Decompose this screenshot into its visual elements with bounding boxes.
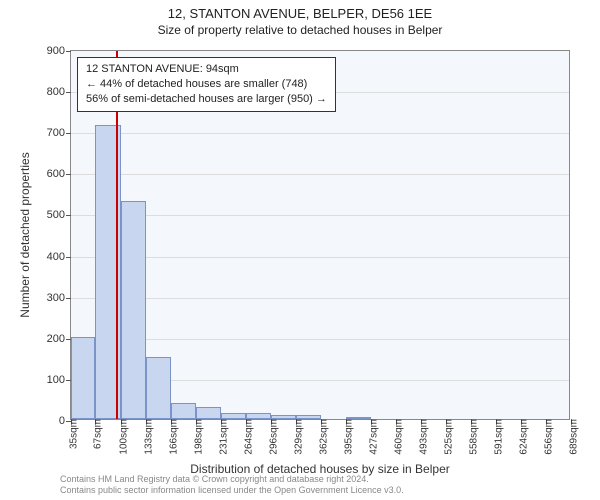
xtick-label: 493sqm — [413, 419, 430, 455]
footer-line-2: Contains public sector information licen… — [60, 485, 404, 496]
xtick-label: 656sqm — [537, 419, 554, 455]
histogram-bar — [71, 337, 95, 419]
histogram-bar — [221, 413, 246, 419]
title-block: 12, STANTON AVENUE, BELPER, DE56 1EE Siz… — [0, 6, 600, 37]
xtick-label: 198sqm — [187, 419, 204, 455]
footer-line-1: Contains HM Land Registry data © Crown c… — [60, 474, 404, 485]
ytick-label: 800 — [47, 86, 71, 98]
footer-note: Contains HM Land Registry data © Crown c… — [60, 474, 404, 496]
histogram-bar — [171, 403, 195, 419]
xtick-label: 296sqm — [262, 419, 279, 455]
xtick-label: 166sqm — [163, 419, 180, 455]
xtick-label: 427sqm — [362, 419, 379, 455]
gridline-h — [71, 133, 569, 134]
histogram-bar — [296, 415, 321, 419]
xtick-label: 624sqm — [513, 419, 530, 455]
xtick-label: 460sqm — [387, 419, 404, 455]
y-axis-label: Number of detached properties — [18, 50, 32, 420]
xtick-label: 67sqm — [87, 419, 104, 449]
xtick-label: 133sqm — [137, 419, 154, 455]
xtick-label: 100sqm — [112, 419, 129, 455]
xtick-label: 558sqm — [462, 419, 479, 455]
histogram-bar — [146, 357, 171, 419]
info-box-line: ← 44% of detached houses are smaller (74… — [86, 77, 327, 92]
ytick-label: 300 — [47, 292, 71, 304]
info-box-line: 56% of semi-detached houses are larger (… — [86, 92, 327, 107]
ytick-label: 100 — [47, 374, 71, 386]
xtick-label: 35sqm — [63, 419, 80, 449]
ytick-label: 700 — [47, 127, 71, 139]
xtick-label: 689sqm — [563, 419, 580, 455]
title-sub: Size of property relative to detached ho… — [0, 23, 600, 37]
histogram-bar — [121, 201, 146, 419]
histogram-bar — [246, 413, 270, 419]
info-box-line: 12 STANTON AVENUE: 94sqm — [86, 62, 327, 77]
xtick-label: 395sqm — [338, 419, 355, 455]
xtick-label: 329sqm — [287, 419, 304, 455]
ytick-label: 200 — [47, 333, 71, 345]
xtick-label: 525sqm — [437, 419, 454, 455]
xtick-label: 591sqm — [488, 419, 505, 455]
xtick-label: 264sqm — [238, 419, 255, 455]
figure-root: 12, STANTON AVENUE, BELPER, DE56 1EE Siz… — [0, 0, 600, 500]
histogram-bar — [196, 407, 221, 419]
ytick-label: 900 — [47, 45, 71, 57]
ytick-label: 400 — [47, 251, 71, 263]
title-main: 12, STANTON AVENUE, BELPER, DE56 1EE — [0, 6, 600, 21]
gridline-h — [71, 174, 569, 175]
histogram-bar — [346, 417, 370, 419]
plot-area: 010020030040050060070080090035sqm67sqm10… — [70, 50, 570, 420]
info-box: 12 STANTON AVENUE: 94sqm← 44% of detache… — [77, 57, 336, 112]
histogram-bar — [271, 415, 296, 419]
ytick-label: 600 — [47, 168, 71, 180]
xtick-label: 362sqm — [313, 419, 330, 455]
ytick-label: 500 — [47, 209, 71, 221]
xtick-label: 231sqm — [212, 419, 229, 455]
